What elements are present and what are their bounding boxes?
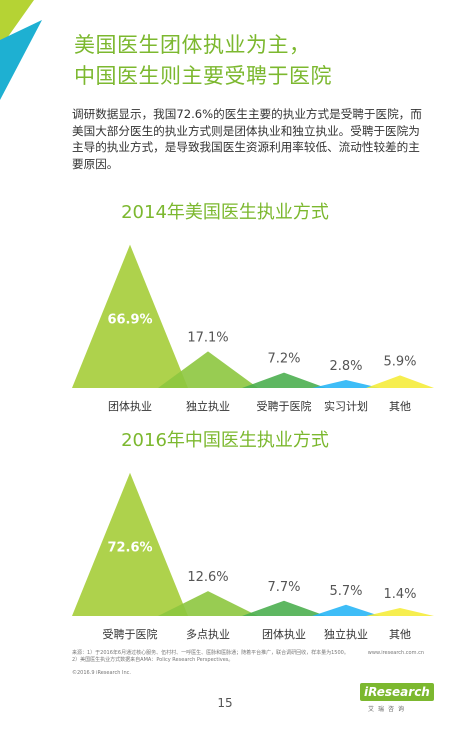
bar-2-2: [158, 591, 258, 616]
data-label-2-4: 5.7%: [329, 584, 362, 599]
data-label-1-5: 5.9%: [383, 354, 416, 369]
bar-1-5: [366, 375, 434, 388]
category-label-1-2: 独立执业: [186, 399, 230, 413]
chart-2-title: 2016年中国医生执业方式: [121, 430, 329, 451]
data-label-2-3: 7.7%: [267, 580, 300, 595]
bar-2-3: [242, 600, 326, 616]
corner-decoration: [0, 0, 42, 100]
copyright: ©2016.9 iResearch Inc.: [72, 670, 131, 676]
category-label-2-4: 独立执业: [324, 627, 368, 641]
category-label-2-2: 多点执业: [186, 627, 230, 641]
bar-2-4: [312, 604, 380, 616]
category-label-1-5: 其他: [389, 400, 411, 413]
source-footnote: 来源：1）于2016年6月通过核心服务、伍村村、一呼医生、医脉和医脉通；随着平台…: [72, 650, 424, 664]
category-label-2-5: 其他: [389, 628, 411, 641]
data-label-2-2: 12.6%: [187, 570, 228, 585]
source-url: www.iresearch.com.cn: [367, 650, 424, 656]
category-label-2-1: 受聘于医院: [103, 627, 158, 641]
bar-1-4: [312, 380, 380, 388]
chart-1: 66.9% 团体执业 17.1% 独立执业 7.2% 受聘于医院 2.8% 实习计划 5.9% 其…: [72, 244, 434, 413]
data-label-1-4: 2.8%: [329, 359, 362, 374]
chart-2: 72.6% 受聘于医院 12.6% 多点执业 7.7% 团体执业 5.7% 独立执业 1.4% 其…: [72, 472, 434, 641]
footnote-line-2: 2）美国医生执业方式数据来自AMA：Policy Research Perspe…: [72, 657, 234, 663]
bar-1-3: [242, 372, 326, 388]
bar-2-1: [72, 472, 188, 616]
data-label-1-1: 66.9%: [107, 312, 152, 327]
chart-1-title: 2014年美国医生执业方式: [121, 202, 329, 223]
data-label-2-5: 1.4%: [383, 587, 416, 602]
logo-wordmark: iResearch: [360, 683, 434, 701]
headline-line-1: 美国医生团体执业为主，: [74, 33, 311, 57]
iresearch-logo: iResearch 艾瑞咨询: [360, 683, 434, 715]
body-paragraph: 调研数据显示，我国72.6%的医生主要的执业方式是受聘于医院，而美国大部分医生的…: [72, 107, 422, 171]
data-label-2-1: 72.6%: [107, 541, 152, 556]
bar-1-1: [72, 244, 188, 388]
category-label-2-3: 团体执业: [262, 627, 306, 641]
page-headline: 美国医生团体执业为主， 中国医生则主要受聘于医院: [74, 30, 332, 92]
category-label-1-1: 团体执业: [108, 399, 152, 413]
data-label-1-2: 17.1%: [187, 330, 228, 345]
bar-2-5: [366, 608, 434, 616]
category-label-1-3: 受聘于医院: [257, 399, 312, 413]
bar-1-2: [158, 351, 258, 388]
corner-triangle-blue: [0, 20, 42, 100]
footnote-line-1: 来源：1）于2016年6月通过核心服务、伍村村、一呼医生、医脉和医脉通；随着平台…: [72, 650, 349, 656]
data-label-1-3: 7.2%: [267, 352, 300, 367]
category-label-1-4: 实习计划: [324, 399, 368, 413]
headline-line-2: 中国医生则主要受聘于医院: [74, 64, 332, 88]
logo-subtitle: 艾瑞咨询: [368, 706, 409, 713]
page-number: 15: [217, 696, 233, 710]
